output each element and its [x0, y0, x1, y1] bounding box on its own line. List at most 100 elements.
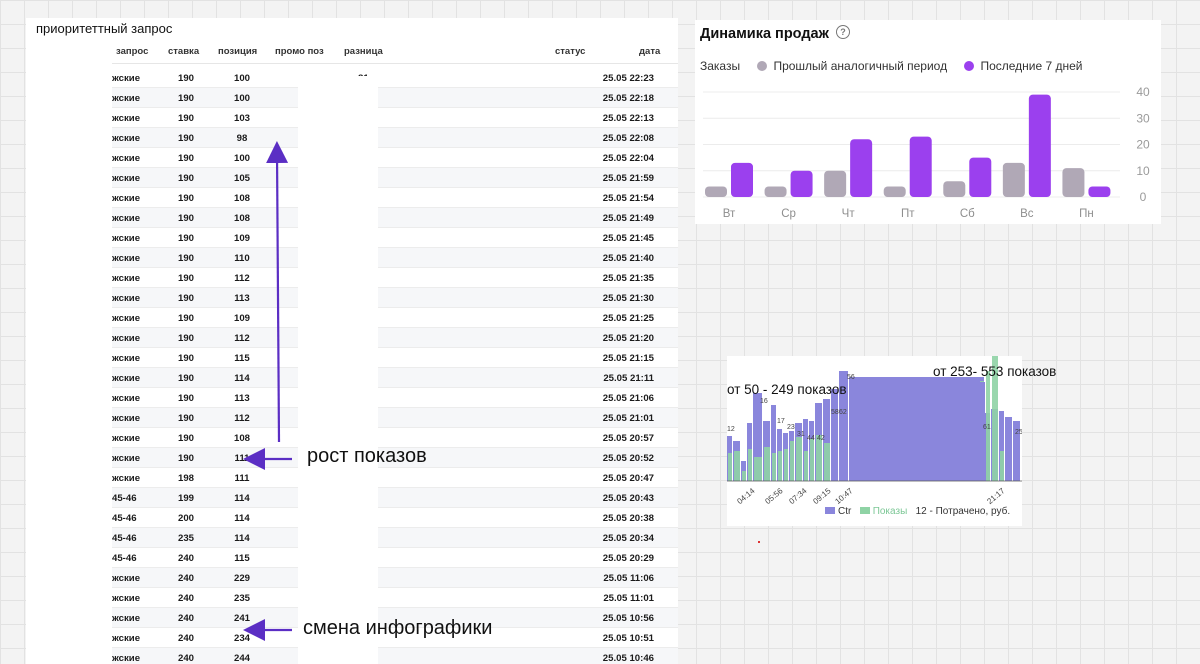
value-label: 17 [777, 418, 785, 425]
cell-date: 25.05 22:04 [602, 153, 654, 164]
x-tick-label: 10:47 [833, 486, 855, 506]
ctr-bar [999, 411, 1004, 481]
cell-date: 25.05 10:46 [602, 653, 654, 664]
legend-ctr[interactable]: Ctr [838, 506, 852, 517]
bar-current [850, 139, 873, 197]
value-label: 58 [831, 409, 839, 416]
shows-bar [824, 443, 830, 481]
redaction-mask [298, 76, 378, 664]
cell-bid: 190 [177, 433, 194, 444]
cell-bid: 190 [177, 73, 194, 84]
value-label: 62 [839, 409, 847, 416]
cell-date: 25.05 21:49 [602, 213, 654, 224]
cell-position: 115 [234, 353, 250, 364]
cell-position: 234 [233, 633, 250, 644]
cell-position: 108 [233, 433, 250, 444]
cell-position: 112 [234, 333, 250, 344]
note-high-impressions: от 253- 553 показов [933, 364, 1057, 379]
cell-date: 25.05 20:57 [602, 433, 654, 444]
shows-bar [810, 439, 814, 481]
x-tick-label: 21:17 [985, 486, 1007, 506]
cell-query: жские [112, 613, 141, 624]
cell-position: 110 [234, 253, 250, 264]
y-tick-label: 10 [1136, 164, 1150, 178]
cell-position: 114 [234, 533, 250, 544]
y-tick-label: 40 [1136, 85, 1150, 99]
cell-date: 25.05 22:18 [602, 93, 654, 104]
cell-date: 25.05 21:20 [602, 333, 654, 344]
cell-position: 100 [233, 73, 250, 84]
bar-current [1088, 186, 1111, 197]
cell-position: 114 [234, 493, 250, 504]
cell-query: жские [112, 633, 141, 644]
cell-position: 109 [233, 313, 250, 324]
cell-date: 25.05 21:25 [602, 313, 654, 324]
bar-current [1028, 94, 1051, 197]
header-date[interactable]: дата [639, 46, 661, 57]
cell-date: 25.05 21:40 [602, 253, 654, 264]
sales-bar-chart: 0 10 20 30 40 Вт Ср Чт Пт Сб Вс Пн [703, 85, 1150, 220]
shows-bar [784, 449, 788, 481]
value-label: 56 [847, 374, 855, 381]
cell-position: 100 [233, 93, 250, 104]
cell-date: 25.05 21:45 [602, 233, 654, 244]
cell-bid: 190 [177, 173, 194, 184]
cell-position: 235 [233, 593, 250, 604]
header-promo-position[interactable]: промо поз [275, 46, 324, 57]
cell-bid: 190 [177, 113, 194, 124]
value-label: 42 [817, 435, 825, 442]
cell-query: жские [112, 73, 141, 84]
legend-spent[interactable]: 12 - Потрачено, руб. [915, 506, 1011, 517]
cell-date: 25.05 10:51 [602, 633, 654, 644]
shows-bar [772, 453, 776, 481]
bar-current [731, 162, 753, 197]
y-tick-label: 0 [1140, 190, 1147, 204]
cell-bid: 190 [177, 413, 194, 424]
cell-bid: 190 [177, 293, 194, 304]
cell-date: 25.05 22:13 [602, 113, 654, 124]
bar-previous [1002, 162, 1025, 197]
cell-bid: 199 [177, 493, 194, 504]
shows-bar [1000, 451, 1004, 481]
cell-position: 115 [234, 553, 250, 564]
cell-date: 25.05 11:06 [603, 573, 654, 584]
cell-date: 25.05 22:23 [602, 73, 654, 84]
value-label: 12 [727, 426, 735, 433]
cell-query: жские [112, 413, 141, 424]
help-icon[interactable]: ? [836, 25, 850, 39]
bar-previous [1062, 168, 1085, 197]
impressions-widget: 12 16 17 23 31 44 42 58 62 56 61 25 04:14 05:56 07:34 0… [727, 356, 1056, 526]
cell-bid: 190 [177, 233, 194, 244]
shows-bar [796, 437, 802, 481]
cell-position: 241 [233, 613, 250, 624]
header-status[interactable]: статус [555, 46, 586, 57]
legend-last-7-days[interactable]: Последние 7 дней [964, 59, 1083, 73]
cell-query: жские [112, 373, 141, 384]
table-title: приоритеттный запрос [36, 21, 173, 36]
cell-position: 100 [233, 153, 250, 164]
legend-dot-current [964, 61, 975, 71]
value-label: 44 [807, 435, 815, 442]
shows-bar [734, 451, 740, 481]
cell-position: 113 [234, 393, 250, 404]
shows-bar [764, 447, 770, 481]
header-difference[interactable]: разница [344, 46, 383, 57]
x-tick-label: Вт [723, 208, 736, 220]
cell-position: 112 [234, 413, 250, 424]
legend-shows[interactable]: Показы [872, 506, 908, 517]
legend-dot-previous [757, 61, 768, 71]
cell-query: жские [112, 113, 141, 124]
header-position[interactable]: позиция [218, 46, 258, 57]
header-bid[interactable]: ставка [168, 46, 200, 57]
cell-date: 25.05 21:54 [602, 193, 654, 204]
legend-previous-period[interactable]: Прошлый аналогичный период [757, 59, 947, 73]
cell-position: 111 [234, 473, 250, 484]
y-tick-label: 20 [1136, 138, 1150, 152]
cell-query: жские [112, 653, 141, 664]
legend-square-ctr [825, 507, 835, 514]
cell-query: жские [112, 433, 141, 444]
cell-position: 114 [234, 373, 250, 384]
header-query[interactable]: запрос [116, 46, 149, 57]
cell-date: 25.05 20:29 [602, 553, 654, 564]
annotation-growth: рост показов [307, 445, 427, 467]
